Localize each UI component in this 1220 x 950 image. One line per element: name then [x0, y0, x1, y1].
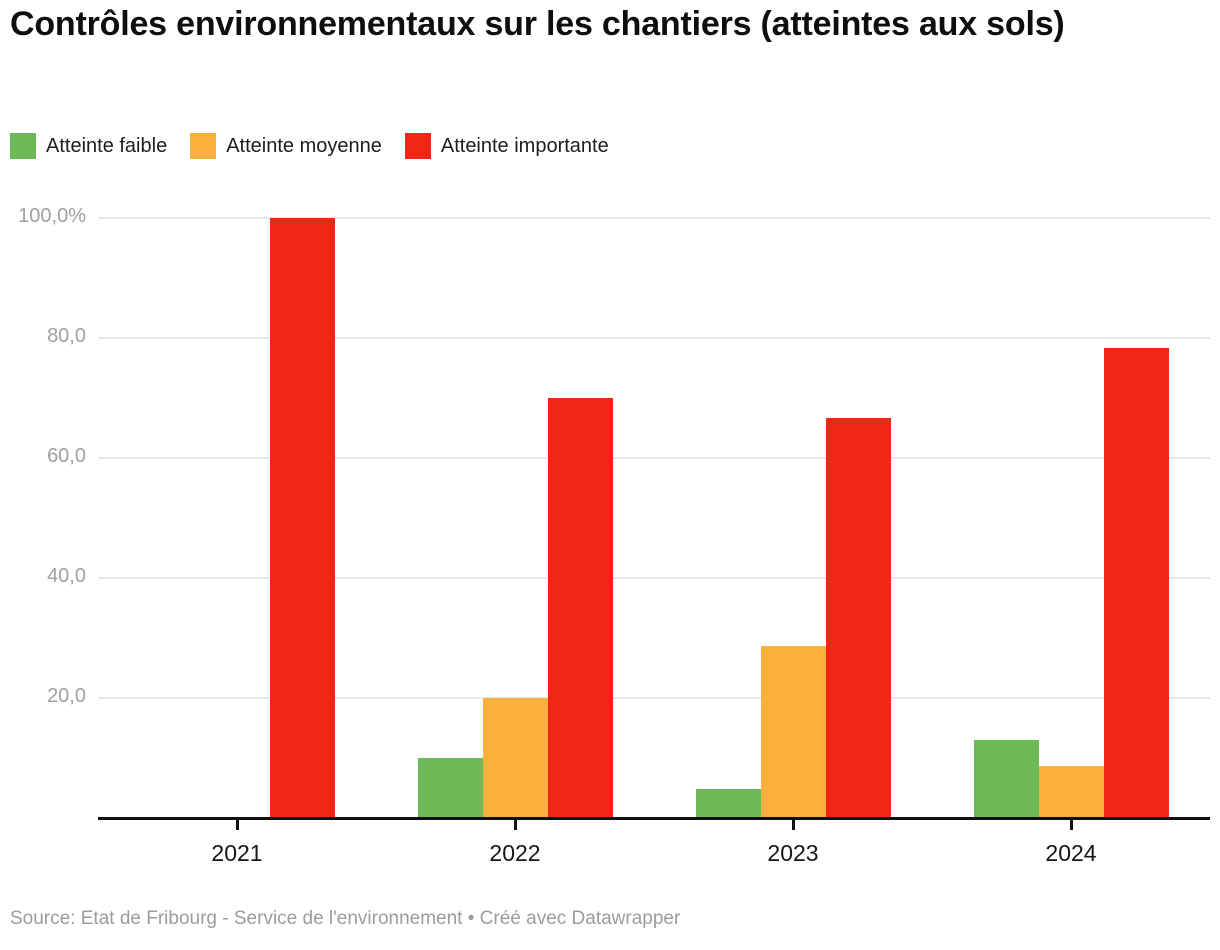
legend-swatch-red-icon — [404, 133, 431, 159]
gridline-40 — [98, 577, 1210, 579]
x-axis-label-2022: 2022 — [489, 840, 541, 866]
y-axis-tick-label: 100,0% — [18, 205, 86, 227]
legend-swatch-orange-icon — [190, 133, 217, 159]
bar-atteinte-importante-2023[interactable] — [825, 417, 891, 818]
chart-title: Contrôles environnementaux sur les chant… — [10, 5, 1065, 43]
legend-swatch-green-icon — [10, 133, 36, 159]
gridline-100 — [98, 217, 1210, 219]
x-axis-line — [98, 817, 1210, 820]
x-axis-tick-2024 — [1069, 820, 1073, 830]
x-axis-tick-2023 — [791, 820, 795, 830]
legend-item-atteinte-moyenne: Atteinte moyenne — [190, 133, 382, 159]
x-axis-label-2021: 2021 — [211, 840, 263, 866]
legend-item-atteinte-importante: Atteinte importante — [404, 133, 609, 159]
legend-item-atteinte-faible: Atteinte faible — [10, 133, 167, 159]
bar-atteinte-moyenne-2023[interactable] — [760, 646, 826, 818]
x-axis-label-2023: 2023 — [767, 840, 819, 866]
legend-label: Atteinte moyenne — [226, 134, 382, 157]
gridline-20 — [98, 697, 1210, 699]
y-axis-tick-label: 20,0 — [47, 685, 86, 707]
y-axis-tick-label: 60,0 — [47, 445, 86, 467]
bar-atteinte-faible-2022[interactable] — [417, 758, 483, 818]
bar-atteinte-importante-2022[interactable] — [547, 398, 613, 818]
bar-atteinte-faible-2023[interactable] — [695, 789, 761, 818]
legend-label: Atteinte importante — [440, 134, 609, 157]
gridline-80 — [98, 337, 1210, 339]
bar-atteinte-moyenne-2024[interactable] — [1038, 765, 1104, 818]
bar-atteinte-importante-2021[interactable] — [269, 218, 335, 818]
x-axis-tick-2022 — [513, 820, 517, 830]
x-axis-tick-2021 — [235, 820, 239, 830]
y-axis-tick-label: 80,0 — [47, 325, 86, 347]
bar-atteinte-faible-2024[interactable] — [973, 740, 1039, 818]
legend: Atteinte faible Atteinte moyenne Atteint… — [10, 133, 609, 159]
gridline-60 — [98, 457, 1210, 459]
y-axis-tick-label: 40,0 — [47, 565, 86, 587]
bar-atteinte-moyenne-2022[interactable] — [482, 698, 548, 818]
x-axis-label-2024: 2024 — [1045, 840, 1097, 866]
bar-atteinte-importante-2024[interactable] — [1103, 348, 1169, 818]
legend-label: Atteinte faible — [46, 134, 168, 157]
source-attribution: Source: Etat de Fribourg - Service de l'… — [10, 908, 681, 929]
